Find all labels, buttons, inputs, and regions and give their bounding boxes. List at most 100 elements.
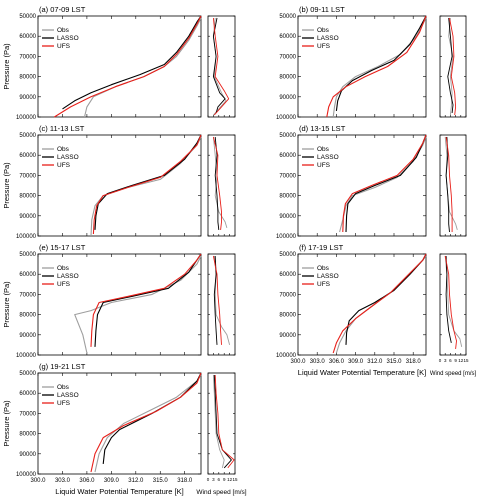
legend-label-ufs: UFS <box>317 162 331 169</box>
y-tick-label: 100000 <box>276 234 297 240</box>
theta-plot-frame <box>37 15 202 118</box>
wind-plot-frame <box>207 134 236 237</box>
y-tick-label: 100000 <box>16 234 37 240</box>
wind-line-ufs <box>449 17 457 116</box>
y-tick-label: 80000 <box>279 194 296 200</box>
wind-x-tick-label: 0 <box>439 358 442 363</box>
theta-line-ufs <box>332 253 427 354</box>
y-tick-label: 100000 <box>276 115 297 121</box>
y-tick-label: 60000 <box>19 34 36 40</box>
panel-title: (g) 19-21 LST <box>39 362 86 371</box>
theta-line-obs <box>94 374 202 473</box>
legend-label-lasso: LASSO <box>57 392 79 399</box>
wind-line-lasso <box>445 255 452 343</box>
wind-line-ufs <box>212 255 222 345</box>
theta-plot-frame <box>37 372 202 475</box>
wind-plot-frame <box>439 15 467 118</box>
legend-label-lasso: LASSO <box>57 35 79 42</box>
wind-x-tick-label: 15 <box>232 477 238 482</box>
wind-x-tick-label: 6 <box>218 477 221 482</box>
x-axis-label: Liquid Water Potential Temperature [K] <box>298 368 426 377</box>
wind-line-lasso <box>214 136 220 230</box>
panel-title: (b) 09-11 LST <box>299 5 345 14</box>
x-tick-label: 306.0 <box>329 359 345 365</box>
legend-label-ufs: UFS <box>57 43 71 50</box>
y-tick-label: 60000 <box>19 153 36 159</box>
wind-x-tick-label: 6 <box>449 358 452 363</box>
wind-x-tick-label: 0 <box>207 477 210 482</box>
legend-label-ufs: UFS <box>57 281 71 288</box>
theta-line-ufs <box>92 134 202 235</box>
panel-title: (f) 17-19 LST <box>299 243 344 252</box>
wind-line-lasso <box>447 17 454 114</box>
y-tick-label: 60000 <box>19 391 36 397</box>
legend-label-obs: Obs <box>57 27 70 34</box>
wind-line-ufs <box>444 255 457 349</box>
y-axis-label: Pressure (Pa) <box>2 281 11 328</box>
theta-line-ufs <box>54 15 202 118</box>
theta-line-lasso <box>345 134 427 233</box>
x-tick-label: 312.0 <box>128 478 144 484</box>
y-tick-label: 70000 <box>19 411 36 417</box>
wind-x-tick-label: 12 <box>458 358 464 363</box>
wind-line-lasso <box>213 374 232 469</box>
wind-line-ufs <box>445 136 453 232</box>
legend-label-lasso: LASSO <box>317 35 339 42</box>
theta-line-obs <box>74 255 202 354</box>
wind-x-tick-label: 3 <box>212 477 215 482</box>
y-tick-label: 90000 <box>19 333 36 339</box>
theta-line-lasso <box>102 372 202 464</box>
y-axis-label: Pressure (Pa) <box>2 162 11 209</box>
wind-axis-label: Wind speed [m/s] <box>196 489 246 496</box>
wind-line-ufs <box>214 374 235 469</box>
y-tick-label: 70000 <box>19 173 36 179</box>
wind-line-lasso <box>212 17 226 114</box>
y-tick-label: 90000 <box>279 214 296 220</box>
x-tick-label: 309.0 <box>348 359 364 365</box>
theta-line-lasso <box>335 15 427 111</box>
wind-x-tick-label: 9 <box>454 358 457 363</box>
legend-label-obs: Obs <box>57 146 70 153</box>
wind-line-lasso <box>445 136 450 233</box>
y-tick-label: 60000 <box>279 272 296 278</box>
y-tick-label: 70000 <box>279 54 296 60</box>
x-tick-label: 318.0 <box>406 359 422 365</box>
legend-label-obs: Obs <box>57 265 70 272</box>
x-tick-label: 315.0 <box>153 478 169 484</box>
y-tick-label: 60000 <box>279 34 296 40</box>
theta-line-ufs <box>326 15 427 118</box>
theta-line-ufs <box>90 253 202 347</box>
wind-line-obs <box>212 136 228 229</box>
y-tick-label: 50000 <box>19 133 36 139</box>
y-axis-label: Pressure (Pa) <box>2 400 11 447</box>
theta-plot-frame <box>37 134 202 237</box>
y-tick-label: 80000 <box>19 432 36 438</box>
wind-line-ufs <box>212 17 230 116</box>
legend-label-obs: Obs <box>317 265 330 272</box>
x-tick-label: 300.0 <box>30 478 46 484</box>
legend-label-ufs: UFS <box>57 162 71 169</box>
y-tick-label: 60000 <box>279 153 296 159</box>
x-tick-label: 318.0 <box>177 478 193 484</box>
theta-line-lasso <box>94 253 202 347</box>
y-tick-label: 90000 <box>19 452 36 458</box>
y-tick-label: 70000 <box>279 173 296 179</box>
theta-line-obs <box>90 136 202 237</box>
y-tick-label: 50000 <box>19 14 36 20</box>
y-tick-label: 90000 <box>19 95 36 101</box>
legend-label-lasso: LASSO <box>57 273 79 280</box>
y-tick-label: 50000 <box>279 252 296 258</box>
theta-line-obs <box>332 17 427 118</box>
y-tick-label: 70000 <box>19 54 36 60</box>
panel-title: (d) 13-15 LST <box>299 124 346 133</box>
theta-line-lasso <box>345 253 427 345</box>
y-tick-label: 100000 <box>16 353 37 359</box>
theta-plot-frame <box>297 15 427 118</box>
wind-x-tick-label: 15 <box>463 358 469 363</box>
theta-line-ufs <box>342 134 427 233</box>
y-axis-label: Pressure (Pa) <box>2 43 11 90</box>
